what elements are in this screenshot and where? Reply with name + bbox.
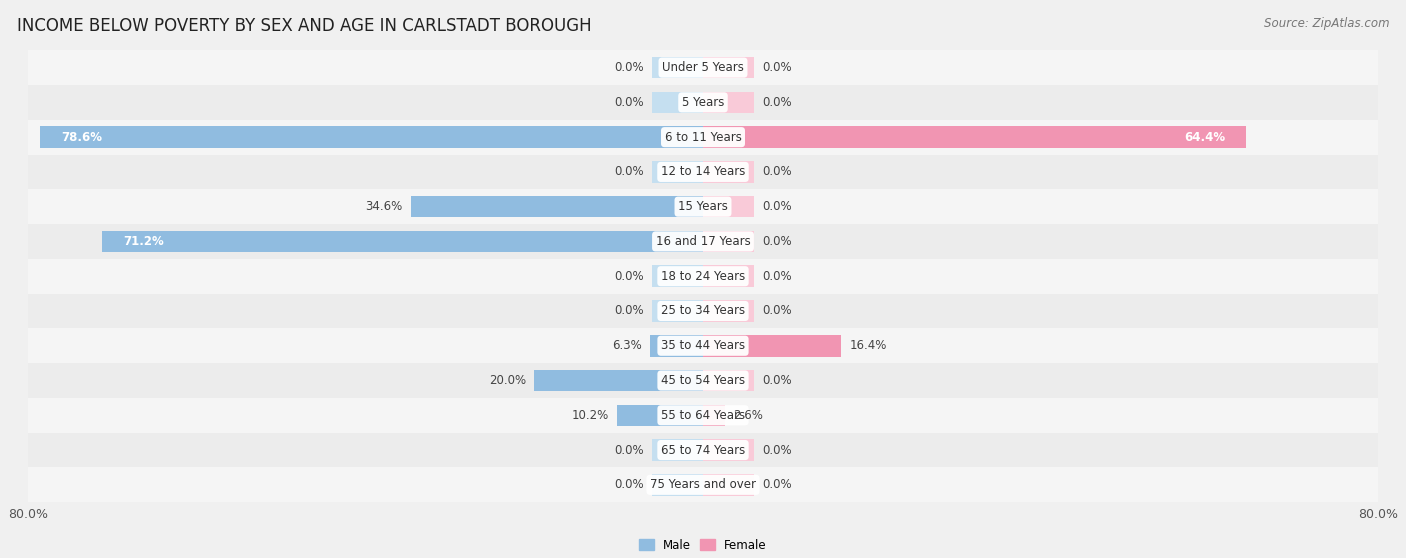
Bar: [703, 57, 754, 78]
Text: 0.0%: 0.0%: [614, 444, 644, 456]
Text: 20.0%: 20.0%: [489, 374, 526, 387]
Text: 0.0%: 0.0%: [762, 270, 792, 283]
Text: Under 5 Years: Under 5 Years: [662, 61, 744, 74]
Bar: [652, 300, 703, 322]
Text: 10.2%: 10.2%: [571, 409, 609, 422]
Bar: [703, 196, 754, 218]
Text: 6 to 11 Years: 6 to 11 Years: [665, 131, 741, 143]
Bar: [39, 126, 703, 148]
Text: 18 to 24 Years: 18 to 24 Years: [661, 270, 745, 283]
Text: 0.0%: 0.0%: [762, 374, 792, 387]
Text: 0.0%: 0.0%: [614, 270, 644, 283]
Bar: [703, 474, 754, 496]
Bar: [28, 189, 1378, 224]
Bar: [28, 259, 1378, 294]
Bar: [103, 230, 703, 252]
Text: 55 to 64 Years: 55 to 64 Years: [661, 409, 745, 422]
Text: 0.0%: 0.0%: [614, 478, 644, 491]
Bar: [703, 300, 754, 322]
Text: 0.0%: 0.0%: [762, 444, 792, 456]
Text: 12 to 14 Years: 12 to 14 Years: [661, 165, 745, 179]
Bar: [28, 120, 1378, 155]
Text: 45 to 54 Years: 45 to 54 Years: [661, 374, 745, 387]
Text: 0.0%: 0.0%: [614, 165, 644, 179]
Bar: [703, 92, 754, 113]
Bar: [652, 57, 703, 78]
Bar: [28, 328, 1378, 363]
Bar: [411, 196, 703, 218]
Bar: [652, 474, 703, 496]
Text: 65 to 74 Years: 65 to 74 Years: [661, 444, 745, 456]
Bar: [534, 370, 703, 391]
Bar: [703, 370, 754, 391]
Text: 0.0%: 0.0%: [762, 235, 792, 248]
Bar: [703, 405, 725, 426]
Text: 15 Years: 15 Years: [678, 200, 728, 213]
Bar: [617, 405, 703, 426]
Text: 0.0%: 0.0%: [614, 96, 644, 109]
Text: 25 to 34 Years: 25 to 34 Years: [661, 305, 745, 318]
Bar: [28, 155, 1378, 189]
Bar: [28, 398, 1378, 432]
Text: 34.6%: 34.6%: [366, 200, 402, 213]
Text: 0.0%: 0.0%: [614, 61, 644, 74]
Bar: [652, 161, 703, 182]
Bar: [28, 468, 1378, 502]
Bar: [703, 126, 1246, 148]
Bar: [28, 432, 1378, 468]
Text: INCOME BELOW POVERTY BY SEX AND AGE IN CARLSTADT BOROUGH: INCOME BELOW POVERTY BY SEX AND AGE IN C…: [17, 17, 592, 35]
Text: 0.0%: 0.0%: [762, 96, 792, 109]
Bar: [703, 266, 754, 287]
Bar: [703, 439, 754, 461]
Text: 5 Years: 5 Years: [682, 96, 724, 109]
Bar: [703, 335, 841, 357]
Text: 16.4%: 16.4%: [849, 339, 887, 352]
Text: 64.4%: 64.4%: [1184, 131, 1225, 143]
Bar: [652, 92, 703, 113]
Text: Source: ZipAtlas.com: Source: ZipAtlas.com: [1264, 17, 1389, 30]
Text: 0.0%: 0.0%: [762, 61, 792, 74]
Text: 71.2%: 71.2%: [124, 235, 165, 248]
Text: 0.0%: 0.0%: [762, 200, 792, 213]
Bar: [650, 335, 703, 357]
Legend: Male, Female: Male, Female: [636, 535, 770, 555]
Text: 6.3%: 6.3%: [612, 339, 641, 352]
Text: 35 to 44 Years: 35 to 44 Years: [661, 339, 745, 352]
Bar: [28, 224, 1378, 259]
Bar: [652, 266, 703, 287]
Text: 0.0%: 0.0%: [614, 305, 644, 318]
Text: 0.0%: 0.0%: [762, 305, 792, 318]
Bar: [28, 363, 1378, 398]
Bar: [652, 439, 703, 461]
Bar: [703, 161, 754, 182]
Bar: [28, 85, 1378, 120]
Text: 16 and 17 Years: 16 and 17 Years: [655, 235, 751, 248]
Text: 2.6%: 2.6%: [734, 409, 763, 422]
Bar: [28, 50, 1378, 85]
Bar: [28, 294, 1378, 328]
Text: 0.0%: 0.0%: [762, 478, 792, 491]
Bar: [703, 230, 754, 252]
Text: 75 Years and over: 75 Years and over: [650, 478, 756, 491]
Text: 0.0%: 0.0%: [762, 165, 792, 179]
Text: 78.6%: 78.6%: [60, 131, 103, 143]
